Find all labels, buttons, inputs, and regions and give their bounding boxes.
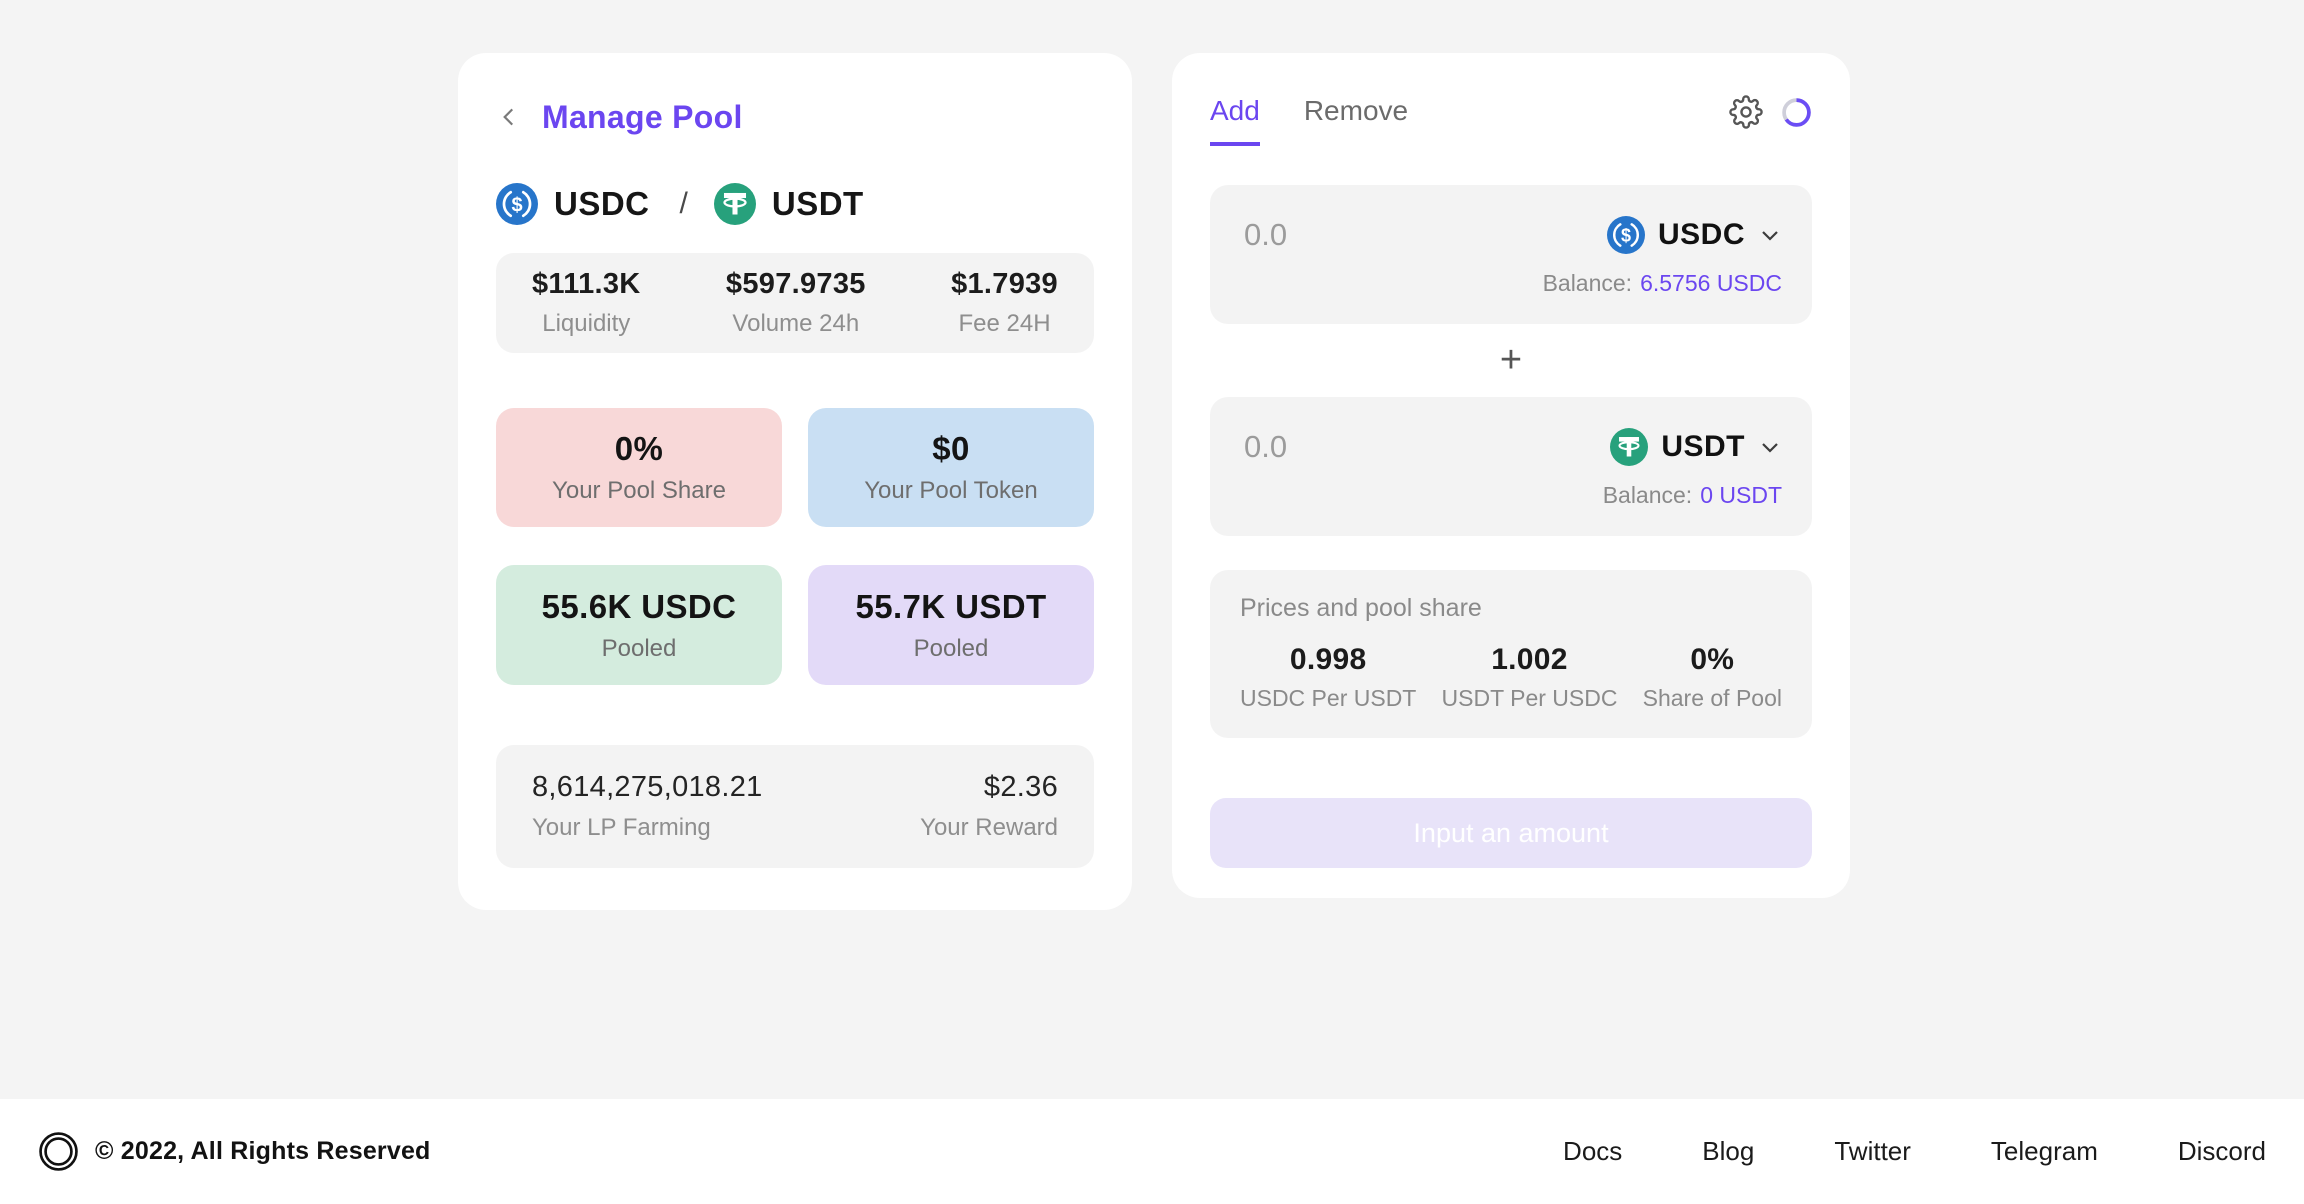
balance-row: Balance: 6.5756 USDC (1244, 270, 1782, 297)
reward-value: $2.36 (983, 771, 1058, 803)
amount-input-usdt[interactable] (1244, 429, 1544, 465)
token-name: USDT (1661, 430, 1745, 463)
pool-share-label: Your Pool Share (552, 477, 726, 504)
stat-label: Liquidity (542, 310, 631, 337)
price-label: USDC Per USDT (1240, 685, 1417, 711)
price-label: Share of Pool (1642, 685, 1782, 711)
lp-farming: 8,614,275,018.21 Your LP Farming (532, 771, 763, 842)
loading-spinner-icon (1782, 97, 1811, 127)
manage-pool-card: Manage Pool $ USDC / USDT $111.3K Liquid… (458, 53, 1132, 910)
pool-share-value: 0% (614, 430, 664, 467)
pool-highlight-grid: 0% Your Pool Share $0 Your Pool Token 55… (496, 408, 1094, 685)
brand-logo-icon (39, 1132, 78, 1171)
pool-token-label: Your Pool Token (864, 477, 1038, 504)
chevron-down-icon (1762, 443, 1778, 453)
pooled-usdc-value: 55.6K USDC (541, 587, 737, 625)
page-title: Manage Pool (542, 98, 743, 135)
footer: © 2022, All Rights Reserved Docs Blog Tw… (0, 1099, 2304, 1204)
settings-gear-icon[interactable] (1729, 95, 1763, 129)
footer-link-blog[interactable]: Blog (1702, 1136, 1755, 1166)
lp-farming-label: Your LP Farming (532, 814, 711, 841)
stat-fee-24h: $1.7939 Fee 24H (951, 268, 1058, 338)
your-pool-share-box: 0% Your Pool Share (496, 408, 782, 527)
copyright-text: © 2022, All Rights Reserved (95, 1137, 431, 1165)
input-row: $ USDC (1244, 209, 1782, 261)
stat-volume-24h: $597.9735 Volume 24h (726, 268, 866, 338)
price-usdt-per-usdc: 1.002 USDT Per USDC (1442, 643, 1618, 712)
add-liquidity-card: Add Remove $ USDC (1172, 53, 1850, 898)
usdt-token-icon (1610, 428, 1649, 466)
input-amount-button[interactable]: Input an amount (1210, 798, 1812, 868)
balance-row: Balance: 0 USDT (1244, 482, 1782, 509)
balance-value[interactable]: 0 USDT (1700, 482, 1782, 508)
token-pair: $ USDC / USDT (496, 182, 1094, 226)
header-icons (1729, 95, 1812, 129)
stat-label: Fee 24H (958, 310, 1051, 337)
reward-label: Your Reward (920, 814, 1058, 841)
prices-heading: Prices and pool share (1240, 594, 1482, 622)
manage-pool-header: Manage Pool (496, 95, 1094, 139)
balance-label: Balance: (1602, 482, 1693, 508)
your-reward: $2.36 Your Reward (920, 771, 1058, 842)
footer-link-telegram[interactable]: Telegram (1990, 1136, 2098, 1166)
token-select-usdc[interactable]: $ USDC (1606, 216, 1782, 254)
pooled-usdt-box: 55.7K USDT Pooled (808, 565, 1094, 685)
token-input-usdt: USDT Balance: 0 USDT (1210, 397, 1812, 536)
footer-link-twitter[interactable]: Twitter (1834, 1136, 1911, 1166)
pair-token1: USDT (771, 185, 864, 222)
pair-separator: / (679, 187, 688, 220)
pool-stats-box: $111.3K Liquidity $597.9735 Volume 24h $… (496, 253, 1094, 353)
pooled-usdc-box: 55.6K USDC Pooled (496, 565, 782, 685)
chevron-down-icon (1762, 231, 1778, 241)
price-label: USDT Per USDC (1441, 685, 1618, 711)
tab-remove[interactable]: Remove (1303, 95, 1409, 126)
prices-pool-share-box: Prices and pool share 0.998 USDC Per USD… (1210, 570, 1812, 738)
chevron-left-icon (503, 108, 514, 126)
balance-label: Balance: (1542, 270, 1633, 296)
lp-farming-value: 8,614,275,018.21 (532, 771, 763, 803)
footer-links: Docs Blog Twitter Telegram Discord (1563, 1136, 2266, 1167)
usdt-token-icon (713, 183, 756, 225)
stat-liquidity: $111.3K Liquidity (532, 268, 641, 338)
pooled-usdc-label: Pooled (601, 634, 677, 662)
usdc-token-icon: $ (1606, 216, 1645, 254)
stat-label: Volume 24h (732, 310, 860, 337)
footer-link-discord[interactable]: Discord (2177, 1136, 2266, 1166)
plus-separator: + (1210, 339, 1812, 381)
plus-icon: + (1499, 339, 1523, 381)
token-select-usdt[interactable]: USDT (1610, 428, 1782, 466)
farming-box: 8,614,275,018.21 Your LP Farming $2.36 Y… (496, 745, 1094, 868)
pooled-usdt-value: 55.7K USDT (855, 587, 1047, 625)
your-pool-token-box: $0 Your Pool Token (808, 408, 1094, 527)
back-button[interactable] (496, 104, 522, 130)
footer-link-docs[interactable]: Docs (1563, 1136, 1623, 1166)
price-value: 0.998 (1289, 643, 1367, 676)
amount-input-usdc[interactable] (1244, 217, 1544, 253)
pooled-usdt-label: Pooled (913, 634, 989, 662)
price-usdc-per-usdt: 0.998 USDC Per USDT (1240, 643, 1416, 712)
price-value: 1.002 (1491, 643, 1568, 676)
token-name: USDC (1657, 218, 1745, 251)
token-input-usdc: $ USDC Balance: 6.5756 USDC (1210, 185, 1812, 324)
pool-token-value: $0 (932, 430, 970, 467)
share-of-pool: 0% Share of Pool (1643, 643, 1782, 712)
prices-columns: 0.998 USDC Per USDT 1.002 USDT Per USDC … (1240, 643, 1782, 712)
input-row: USDT (1244, 421, 1782, 473)
svg-text:$: $ (1621, 226, 1631, 246)
stat-value: $597.9735 (725, 268, 866, 300)
svg-text:$: $ (511, 194, 522, 216)
price-value: 0% (1690, 643, 1735, 676)
stat-value: $1.7939 (951, 268, 1058, 300)
liquidity-tabs-row: Add Remove (1210, 95, 1812, 149)
balance-value[interactable]: 6.5756 USDC (1640, 270, 1782, 296)
liquidity-tabs: Add Remove (1210, 95, 1408, 146)
pair-token0: USDC (554, 185, 650, 222)
tab-add[interactable]: Add (1210, 95, 1260, 146)
stat-value: $111.3K (532, 268, 641, 300)
usdc-token-icon: $ (496, 183, 538, 225)
